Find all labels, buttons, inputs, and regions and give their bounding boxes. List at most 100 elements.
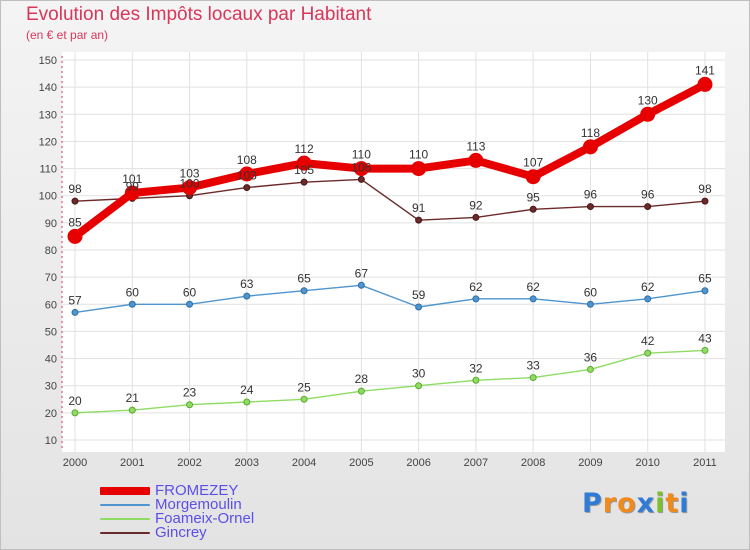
data-label: 67	[355, 266, 369, 280]
logo-letter: t	[665, 488, 680, 519]
data-point	[186, 300, 194, 308]
data-label: 118	[581, 126, 600, 140]
data-label: 60	[584, 285, 598, 299]
data-label: 107	[523, 156, 543, 170]
data-label: 92	[469, 198, 483, 212]
data-point	[124, 185, 140, 201]
data-label: 91	[412, 201, 426, 215]
data-label: 57	[68, 293, 82, 307]
data-label: 141	[695, 63, 715, 77]
data-label: 65	[297, 272, 311, 286]
data-point	[300, 178, 308, 186]
data-label: 25	[297, 380, 311, 394]
data-label: 65	[698, 272, 712, 286]
logo-letter: i	[679, 488, 690, 519]
data-label: 110	[409, 148, 428, 162]
data-point	[525, 169, 541, 185]
logo-letter: P	[582, 488, 603, 519]
data-point	[586, 300, 594, 308]
x-tick-label: 2006	[406, 457, 430, 469]
x-tick-label: 2004	[292, 457, 316, 469]
y-tick-label: 80	[45, 245, 57, 257]
data-point	[529, 374, 537, 382]
y-tick-label: 60	[45, 299, 57, 311]
chart-subtitle: (en € et par an)	[26, 28, 109, 42]
legend-swatch	[100, 487, 150, 495]
data-point	[586, 365, 594, 373]
chart-legend: FROMEZEY Morgemoulin Foameix-Ornel Gincrey	[100, 482, 360, 541]
x-tick-label: 2009	[578, 457, 602, 469]
data-point	[415, 382, 423, 390]
data-point	[644, 203, 652, 211]
legend-item: Foameix-Ornel	[100, 510, 360, 527]
data-label: 24	[240, 383, 254, 397]
data-point	[239, 166, 255, 182]
logo-letter: i	[655, 488, 666, 519]
data-label: 62	[641, 280, 655, 294]
data-point	[296, 155, 312, 171]
legend-label: Morgemoulin	[155, 496, 242, 513]
y-tick-label: 70	[45, 272, 57, 284]
data-point	[411, 161, 427, 177]
legend-swatch	[100, 532, 150, 534]
legend-label: FROMEZEY	[155, 482, 239, 499]
y-tick-label: 90	[45, 218, 57, 230]
data-point	[357, 281, 365, 289]
plot-area	[62, 52, 725, 452]
y-tick-label: 50	[45, 326, 57, 338]
legend-item: Morgemoulin	[100, 496, 360, 513]
data-label: 110	[352, 148, 371, 162]
x-tick-label: 2001	[120, 457, 144, 469]
x-tick-label: 2002	[177, 457, 201, 469]
data-label: 98	[68, 182, 82, 196]
data-label: 85	[68, 215, 82, 229]
data-point	[697, 76, 713, 92]
data-label: 130	[638, 93, 658, 107]
y-tick-label: 150	[39, 55, 57, 67]
data-label: 105	[294, 163, 314, 177]
x-tick-label: 2003	[235, 457, 259, 469]
data-label: 113	[466, 139, 485, 153]
data-point	[582, 139, 598, 155]
data-point	[128, 300, 136, 308]
data-label: 98	[698, 182, 712, 196]
y-tick-label: 20	[45, 408, 57, 420]
data-label: 96	[641, 188, 655, 202]
legend-swatch	[100, 504, 150, 506]
legend-label: Foameix-Ornel	[155, 510, 255, 527]
data-point	[353, 161, 369, 177]
chart-title: Evolution des Impôts locaux par Habitant	[26, 4, 372, 25]
x-tick-label: 2008	[521, 457, 545, 469]
data-label: 62	[526, 280, 540, 294]
data-label: 30	[412, 367, 426, 381]
legend-label: Gincrey	[155, 524, 207, 541]
data-point	[300, 287, 308, 295]
data-label: 60	[126, 285, 140, 299]
data-point	[472, 376, 480, 384]
x-tick-label: 2011	[693, 457, 717, 469]
data-label: 32	[469, 361, 483, 375]
data-point	[243, 184, 251, 192]
y-tick-label: 110	[39, 164, 57, 176]
logo-letter: r	[602, 488, 618, 519]
data-label: 103	[180, 167, 200, 181]
data-label: 106	[351, 160, 371, 174]
series-line-foameix-ornel	[74, 349, 706, 414]
legend-item: Gincrey	[100, 524, 360, 541]
data-point	[468, 152, 484, 168]
data-label: 100	[180, 177, 200, 191]
logo-letter: x	[636, 488, 656, 519]
data-point	[186, 401, 194, 409]
data-point	[644, 349, 652, 357]
data-label: 20	[68, 394, 82, 408]
data-point	[243, 398, 251, 406]
x-tick-label: 2005	[349, 457, 373, 469]
data-label: 96	[584, 188, 598, 202]
y-tick-label: 40	[45, 354, 57, 366]
y-tick-label: 30	[45, 381, 57, 393]
x-tick-label: 2000	[63, 457, 87, 469]
data-label: 99	[126, 179, 140, 193]
data-point	[644, 295, 652, 303]
data-point	[415, 303, 423, 311]
